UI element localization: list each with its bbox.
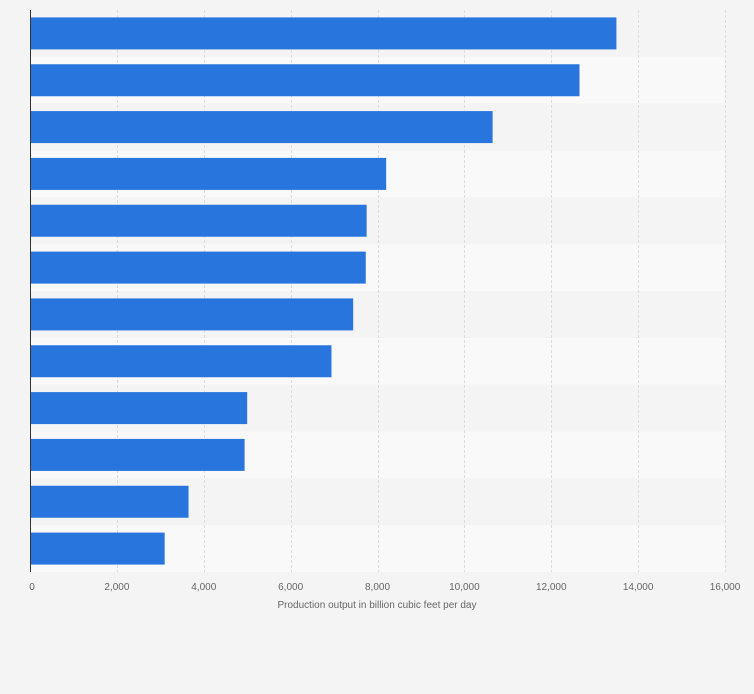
- x-tick-label: 10,000: [449, 582, 480, 593]
- x-tick-label: 14,000: [623, 582, 654, 593]
- bar: [30, 111, 493, 144]
- bar: [30, 392, 248, 425]
- x-tick-label: 4,000: [191, 582, 216, 593]
- bar: [30, 204, 367, 237]
- bar: [30, 438, 245, 471]
- bar: [30, 64, 580, 97]
- x-tick-label: 16,000: [710, 582, 741, 593]
- x-axis-label: Production output in billion cubic feet …: [277, 600, 476, 611]
- x-tick-label: 6,000: [278, 582, 303, 593]
- bar: [30, 251, 366, 284]
- x-tick-label: 2,000: [104, 582, 129, 593]
- x-tick-label: 12,000: [536, 582, 567, 593]
- bar: [30, 298, 354, 331]
- bars: [30, 17, 617, 565]
- x-tick-label: 0: [29, 582, 35, 593]
- bar: [30, 532, 165, 565]
- gridlines: [117, 10, 726, 572]
- bar: [30, 157, 387, 190]
- x-tick-labels: 0 2,000 4,000 6,000 8,000 10,000 12,000 14,000 1…: [29, 582, 741, 593]
- bar: [30, 345, 332, 378]
- x-tick-label: 8,000: [365, 582, 390, 593]
- bar: [30, 485, 189, 518]
- bar: [30, 17, 617, 50]
